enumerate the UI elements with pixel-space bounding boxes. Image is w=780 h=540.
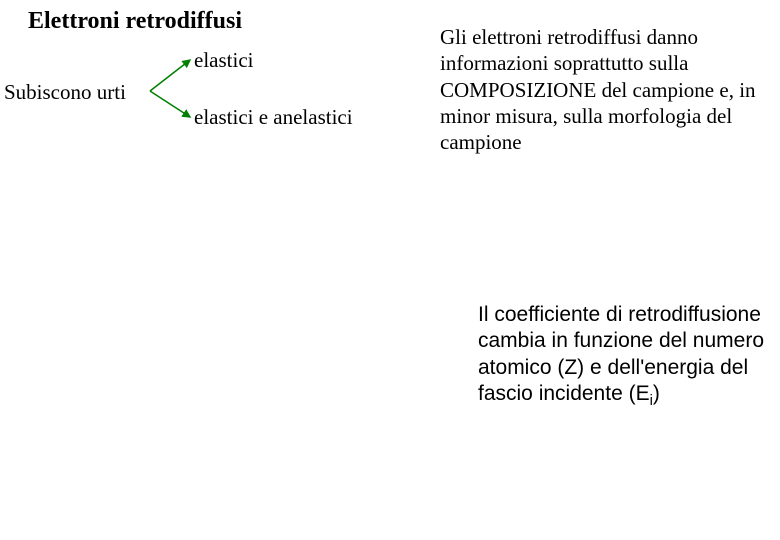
branch-top-label: elastici <box>194 48 253 73</box>
right-paragraph: Gli elettroni retrodiffusi danno informa… <box>440 24 760 155</box>
arrow-top <box>150 60 190 91</box>
page-title: Elettroni retrodiffusi <box>28 8 242 35</box>
branch-bottom-label: elastici e anelastici <box>194 105 353 130</box>
arrow-bottom <box>150 91 190 117</box>
left-label: Subiscono urti <box>4 80 126 105</box>
mid-paragraph: Il coefficiente di retrodiffusione cambi… <box>478 302 768 410</box>
